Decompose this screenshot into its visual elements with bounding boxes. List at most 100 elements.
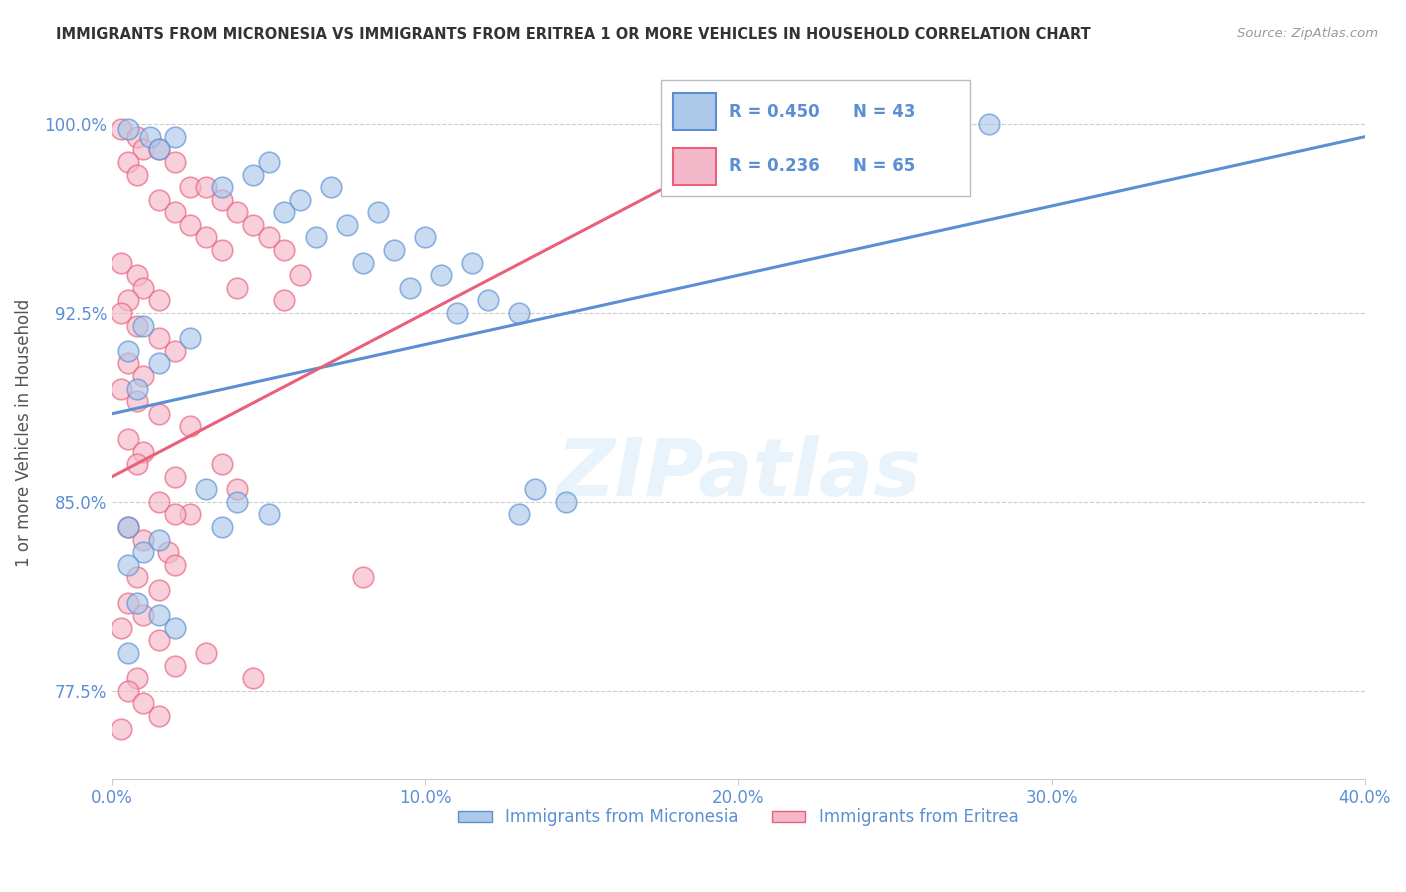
Point (132, 318, 155, 333)
Point (242, 671, 264, 685)
Point (132, 533, 155, 547)
Point (163, 343, 186, 358)
Point (117, 520, 139, 534)
Point (138, 129, 160, 144)
Point (125, 168, 148, 182)
Point (226, 205, 249, 219)
Point (110, 255, 132, 269)
Point (110, 382, 132, 396)
Point (179, 180, 201, 194)
Point (163, 621, 186, 635)
Point (226, 483, 249, 497)
Point (163, 469, 186, 483)
Point (257, 508, 280, 522)
Point (125, 129, 148, 144)
Point (110, 122, 132, 136)
Point (117, 293, 139, 308)
Point (211, 520, 233, 534)
Point (555, 495, 578, 509)
Point (110, 722, 132, 736)
Point (367, 205, 389, 219)
Point (257, 230, 280, 244)
Point (352, 570, 374, 584)
Point (226, 281, 249, 295)
Point (125, 596, 148, 610)
Point (125, 318, 148, 333)
Point (194, 646, 217, 660)
Point (288, 193, 311, 207)
Point (132, 697, 155, 711)
Point (211, 243, 233, 257)
Text: N = 65: N = 65 (852, 157, 915, 175)
Text: R = 0.236: R = 0.236 (728, 157, 820, 175)
Point (163, 658, 186, 673)
Point (382, 243, 405, 257)
Point (508, 306, 530, 320)
Point (132, 368, 155, 383)
Point (977, 117, 1000, 131)
Point (211, 457, 233, 471)
Y-axis label: 1 or more Vehicles in Household: 1 or more Vehicles in Household (15, 299, 32, 566)
Point (125, 394, 148, 409)
Point (273, 243, 295, 257)
Point (211, 193, 233, 207)
Point (179, 419, 201, 434)
Point (117, 432, 139, 446)
Point (148, 293, 170, 308)
Point (179, 508, 201, 522)
Point (288, 268, 311, 283)
Point (398, 281, 420, 295)
Point (413, 230, 436, 244)
Point (163, 205, 186, 219)
Point (194, 483, 217, 497)
Point (117, 155, 139, 169)
Text: N = 43: N = 43 (852, 103, 915, 120)
Point (242, 168, 264, 182)
Point (117, 558, 139, 572)
FancyBboxPatch shape (673, 93, 717, 130)
Point (477, 293, 499, 308)
Point (508, 508, 530, 522)
Point (148, 142, 170, 156)
Text: IMMIGRANTS FROM MICRONESIA VS IMMIGRANTS FROM ERITREA 1 OR MORE VEHICLES IN HOUS: IMMIGRANTS FROM MICRONESIA VS IMMIGRANTS… (56, 27, 1091, 42)
Point (461, 255, 484, 269)
Point (211, 180, 233, 194)
Point (226, 495, 249, 509)
Point (148, 495, 170, 509)
Point (352, 255, 374, 269)
Point (336, 218, 359, 232)
Point (117, 520, 139, 534)
Point (148, 142, 170, 156)
Point (148, 193, 170, 207)
Point (117, 596, 139, 610)
Point (117, 122, 139, 136)
Point (179, 218, 201, 232)
Text: Source: ZipAtlas.com: Source: ZipAtlas.com (1237, 27, 1378, 40)
Point (242, 218, 264, 232)
Point (194, 230, 217, 244)
Point (117, 356, 139, 370)
Point (163, 558, 186, 572)
FancyBboxPatch shape (673, 147, 717, 185)
Point (179, 331, 201, 345)
Point (148, 407, 170, 421)
Point (157, 545, 180, 559)
FancyBboxPatch shape (661, 80, 970, 196)
Point (132, 608, 155, 623)
Point (110, 621, 132, 635)
Point (163, 129, 186, 144)
Point (321, 180, 343, 194)
Point (148, 356, 170, 370)
Point (117, 683, 139, 698)
Point (523, 483, 546, 497)
Point (257, 155, 280, 169)
Point (430, 268, 453, 283)
Legend: Immigrants from Micronesia, Immigrants from Eritrea: Immigrants from Micronesia, Immigrants f… (451, 802, 1025, 833)
Point (117, 646, 139, 660)
Point (132, 545, 155, 559)
Point (148, 533, 170, 547)
Point (132, 142, 155, 156)
Point (125, 457, 148, 471)
Text: R = 0.450: R = 0.450 (728, 103, 820, 120)
Point (132, 444, 155, 458)
